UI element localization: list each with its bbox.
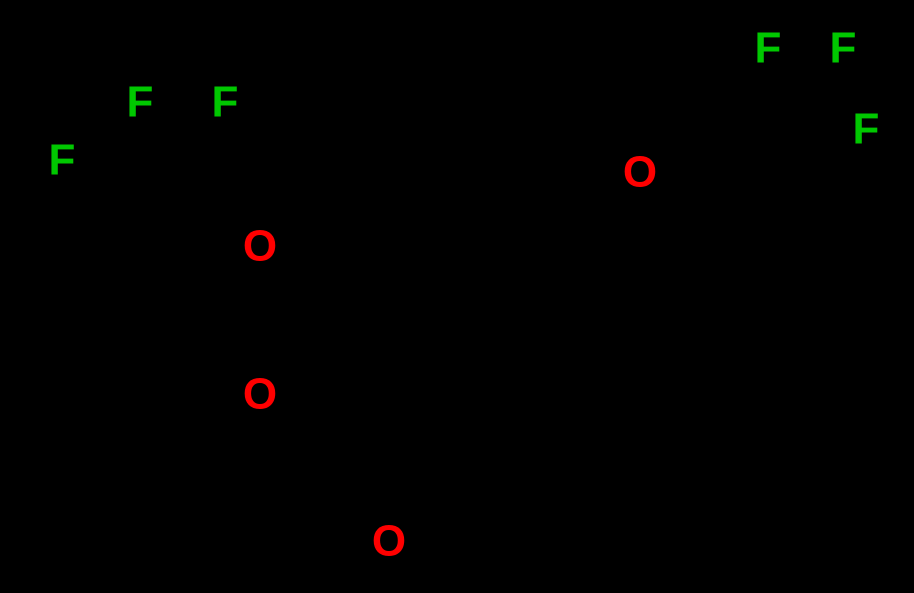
atom-label-f: F <box>49 136 76 185</box>
atom-label-o: O <box>243 370 277 419</box>
bond <box>279 314 385 375</box>
atom-label-o: O <box>243 222 277 271</box>
bond <box>162 262 239 320</box>
bonds-layer <box>88 67 840 521</box>
atom-label-f: F <box>212 78 239 127</box>
atom-label-f: F <box>127 78 154 127</box>
bond <box>162 122 208 175</box>
bond <box>640 246 770 320</box>
bond <box>770 129 840 130</box>
bond <box>148 127 162 175</box>
atom-label-f: F <box>755 24 782 73</box>
atom-label-f: F <box>830 24 857 73</box>
atom-label-f: F <box>853 105 880 154</box>
bond <box>516 320 640 394</box>
bond <box>640 394 770 468</box>
bond <box>769 74 770 130</box>
atom-labels-layer: OOOOHFFFFFF <box>49 24 880 566</box>
atom-label-o: O <box>372 517 406 566</box>
bond <box>516 185 618 246</box>
molecule-diagram: OOOOHFFFFFF <box>0 0 914 593</box>
atom-label-h: H <box>434 517 466 566</box>
atom-label-o: O <box>623 148 657 197</box>
bond <box>770 67 826 130</box>
bond <box>389 246 516 320</box>
bond <box>516 394 640 468</box>
bond <box>286 326 392 387</box>
bond <box>88 164 162 175</box>
bond <box>283 259 389 320</box>
bond <box>406 394 516 521</box>
